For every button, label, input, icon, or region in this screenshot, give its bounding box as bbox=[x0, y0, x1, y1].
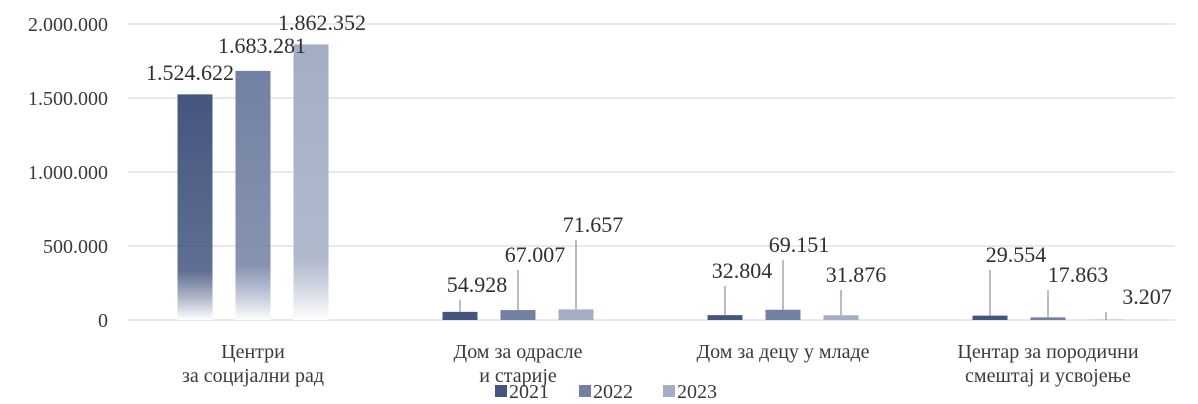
category-label: Дом за одрасле bbox=[454, 341, 583, 363]
category-label: за социјални рад bbox=[182, 365, 324, 387]
data-label-2021: 29.554 bbox=[986, 242, 1047, 267]
data-label-2022: 69.151 bbox=[769, 232, 830, 257]
legend-label-2022: 2022 bbox=[593, 381, 633, 403]
category-label: Центри bbox=[221, 341, 285, 363]
y-tick-label: 2.000.000 bbox=[28, 14, 108, 36]
data-label-2022: 1.683.281 bbox=[218, 33, 306, 58]
category-label: и старије bbox=[479, 365, 557, 387]
y-tick-label: 500.000 bbox=[43, 236, 108, 258]
data-label-2021: 1.524.622 bbox=[146, 60, 234, 85]
y-axis-ticks: 0 500.000 1.000.000 1.500.000 2.000.000 bbox=[28, 14, 108, 332]
category-label: смештај и усвојење bbox=[965, 365, 1131, 387]
bar-2022-cat2 bbox=[765, 309, 801, 320]
legend-label-2021: 2021 bbox=[509, 381, 549, 403]
data-label-2021: 32.804 bbox=[712, 258, 773, 283]
data-label-2022: 67.007 bbox=[505, 242, 566, 267]
bar-2021-cat0 bbox=[177, 94, 213, 320]
bar-2023-cat0 bbox=[293, 44, 329, 321]
category-label: Дом за децу у младе bbox=[696, 341, 869, 363]
bar-2021-cat2 bbox=[707, 315, 743, 320]
bar-2022-cat0 bbox=[235, 70, 271, 320]
legend: 2021 2022 2023 bbox=[495, 381, 717, 403]
y-tick-label: 1.000.000 bbox=[28, 162, 108, 184]
y-tick-label: 1.500.000 bbox=[28, 88, 108, 110]
legend-swatch-2023 bbox=[663, 385, 675, 397]
data-label-2022: 17.863 bbox=[1048, 262, 1109, 287]
data-label-2021: 54.928 bbox=[447, 272, 508, 297]
legend-swatch-2022 bbox=[579, 385, 591, 397]
y-tick-label: 0 bbox=[98, 310, 108, 332]
bar-2023-cat1 bbox=[558, 309, 594, 320]
gridlines bbox=[128, 23, 1175, 321]
data-label-2023: 71.657 bbox=[563, 212, 624, 237]
legend-swatch-2021 bbox=[495, 385, 507, 397]
bar-2021-cat3 bbox=[972, 315, 1008, 320]
data-label-2023: 3.207 bbox=[1122, 284, 1172, 309]
bar-2022-cat3 bbox=[1030, 317, 1066, 320]
data-label-2023: 1.862.352 bbox=[278, 10, 366, 35]
bar-2023-cat2 bbox=[823, 315, 859, 320]
legend-label-2023: 2023 bbox=[677, 381, 717, 403]
category-label: Центар за породични bbox=[957, 341, 1138, 363]
label-leader-lines bbox=[459, 240, 1107, 320]
bar-2021-cat1 bbox=[442, 311, 478, 320]
data-label-2023: 31.876 bbox=[826, 262, 887, 287]
bar-2022-cat1 bbox=[500, 310, 536, 320]
bars bbox=[177, 44, 1124, 321]
